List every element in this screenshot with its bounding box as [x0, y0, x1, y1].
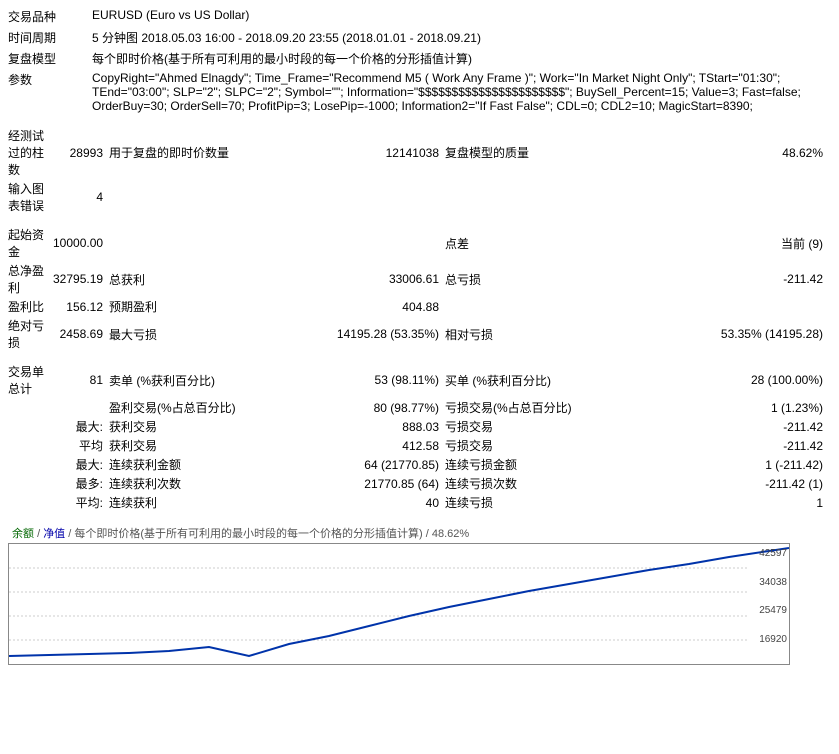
buy-label: 买单 (%获利百分比) [445, 372, 645, 389]
max-label: 最大: [53, 418, 109, 435]
avgwin-label: 获利交易 [109, 437, 329, 454]
params-value: CopyRight="Ahmed Elnagdy"; Time_Frame="R… [92, 71, 831, 113]
period-value: 5 分钟图 2018.05.03 16:00 - 2018.09.20 23:5… [92, 29, 831, 46]
mostwin-value: 21770.85 (64) [329, 477, 445, 491]
maxdd-value: 14195.28 (53.35%) [329, 327, 445, 341]
losstrades-value: 1 (1.23%) [645, 401, 831, 415]
quality-label: 复盘模型的质量 [445, 144, 645, 161]
quality-value: 48.62% [645, 146, 831, 160]
symbol-value: EURUSD (Euro vs US Dollar) [92, 8, 831, 22]
avgconswin-value: 40 [329, 496, 445, 510]
bars-value: 28993 [53, 146, 109, 160]
mostloss-label: 连续亏损次数 [445, 475, 645, 492]
reldd-value: 53.35% (14195.28) [645, 327, 831, 341]
profittrades-label: 盈利交易(%占总百分比) [109, 399, 329, 416]
mismatch-label: 输入图表错误 [8, 180, 53, 214]
avgconswin-label: 连续获利 [109, 494, 329, 511]
model-value: 每个即时价格(基于所有可利用的最小时段的每一个价格的分形插值计算) [92, 50, 831, 67]
maxloss-label: 亏损交易 [445, 418, 645, 435]
expected-label: 预期盈利 [109, 298, 329, 315]
maxwin-label: 获利交易 [109, 418, 329, 435]
ticks-value: 12141038 [329, 146, 445, 160]
avgwin-value: 412.58 [329, 439, 445, 453]
maxconswin-value: 64 (21770.85) [329, 458, 445, 472]
pf-label: 盈利比 [8, 298, 53, 315]
absdd-value: 2458.69 [53, 327, 109, 341]
ticks-label: 用于复盘的即时价数量 [109, 144, 329, 161]
maxcons-label: 最大: [53, 456, 109, 473]
chart-ytick: 25479 [759, 605, 787, 616]
avg2-label: 平均: [53, 494, 109, 511]
pf-value: 156.12 [53, 300, 109, 314]
period-label: 时间周期 [8, 29, 92, 46]
most-label: 最多: [53, 475, 109, 492]
sell-value: 53 (98.11%) [329, 373, 445, 387]
mostloss-value: -211.42 (1) [645, 477, 831, 491]
buy-value: 28 (100.00%) [645, 373, 831, 387]
spread-value: 当前 (9) [645, 235, 831, 252]
deposit-value: 10000.00 [53, 236, 109, 250]
maxconsloss-label: 连续亏损金额 [445, 456, 645, 473]
maxwin-value: 888.03 [329, 420, 445, 434]
maxconswin-label: 连续获利金额 [109, 456, 329, 473]
avgconsloss-label: 连续亏损 [445, 494, 645, 511]
avgconsloss-value: 1 [645, 496, 831, 510]
sell-label: 卖单 (%获利百分比) [109, 372, 329, 389]
maxconsloss-value: 1 (-211.42) [645, 458, 831, 472]
profittrades-value: 80 (98.77%) [329, 401, 445, 415]
maxdd-label: 最大亏损 [109, 326, 329, 343]
totaltrades-label: 交易单总计 [8, 363, 53, 397]
deposit-label: 起始资金 [8, 226, 53, 260]
bars-label: 经测试过的柱数 [8, 127, 53, 178]
netprofit-value: 32795.19 [53, 272, 109, 286]
spread-label: 点差 [445, 235, 645, 252]
avgloss-label: 亏损交易 [445, 437, 645, 454]
expected-value: 404.88 [329, 300, 445, 314]
chart-ytick: 42597 [759, 548, 787, 559]
chart-title: 余额 / 净值 / 每个即时价格(基于所有可利用的最小时段的每一个价格的分形插值… [8, 523, 831, 543]
totaltrades-value: 81 [53, 373, 109, 387]
symbol-label: 交易品种 [8, 8, 92, 25]
equity-chart: 42597 34038 25479 16920 [8, 543, 790, 665]
avg-label: 平均 [53, 437, 109, 454]
model-label: 复盘模型 [8, 50, 92, 67]
reldd-label: 相对亏损 [445, 326, 645, 343]
grossprofit-label: 总获利 [109, 271, 329, 288]
absdd-label: 绝对亏损 [8, 317, 53, 351]
chart-equity-label: 净值 [43, 528, 65, 540]
params-label: 参数 [8, 71, 92, 88]
chart-title-rest: / 每个即时价格(基于所有可利用的最小时段的每一个价格的分形插值计算) / 48… [68, 528, 469, 540]
netprofit-label: 总净盈利 [8, 262, 53, 296]
mostwin-label: 连续获利次数 [109, 475, 329, 492]
chart-ytick: 16920 [759, 634, 787, 645]
grossloss-value: -211.42 [645, 272, 831, 286]
avgloss-value: -211.42 [645, 439, 831, 453]
losstrades-label: 亏损交易(%占总百分比) [445, 399, 645, 416]
grossloss-label: 总亏损 [445, 271, 645, 288]
chart-ytick: 34038 [759, 577, 787, 588]
mismatch-value: 4 [53, 190, 109, 204]
chart-balance-label: 余额 [12, 528, 34, 540]
grossprofit-value: 33006.61 [329, 272, 445, 286]
maxloss-value: -211.42 [645, 420, 831, 434]
